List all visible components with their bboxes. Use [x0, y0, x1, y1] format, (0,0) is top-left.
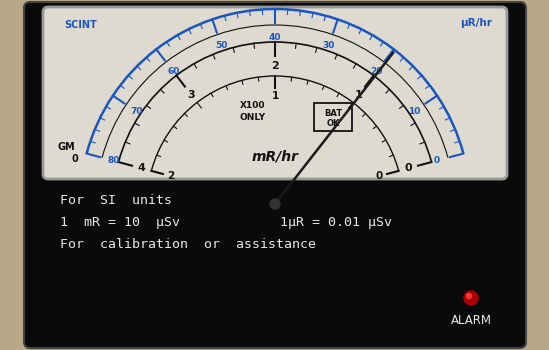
FancyBboxPatch shape: [43, 7, 507, 179]
Text: 80: 80: [108, 156, 120, 165]
Text: 60: 60: [167, 67, 180, 76]
Text: mR/hr: mR/hr: [251, 150, 299, 164]
Text: X100: X100: [240, 102, 266, 111]
Text: 3: 3: [187, 90, 195, 99]
Circle shape: [270, 199, 280, 209]
Circle shape: [467, 294, 472, 299]
Text: ONLY: ONLY: [240, 113, 266, 122]
Text: BAT: BAT: [324, 108, 342, 118]
Text: 1  mR = 10  μSv: 1 mR = 10 μSv: [60, 216, 180, 229]
Text: 10: 10: [408, 107, 420, 116]
Text: 0: 0: [376, 171, 383, 181]
Text: 0: 0: [433, 156, 439, 165]
FancyBboxPatch shape: [24, 2, 526, 348]
Circle shape: [464, 291, 478, 305]
Text: 1μR = 0.01 μSv: 1μR = 0.01 μSv: [280, 216, 392, 229]
Text: 20: 20: [371, 67, 383, 76]
Text: 1: 1: [355, 90, 363, 99]
Text: SCINT: SCINT: [64, 20, 97, 30]
Text: 4: 4: [138, 163, 145, 173]
Text: 2: 2: [167, 171, 174, 181]
Text: ALARM: ALARM: [451, 314, 491, 327]
Text: 1: 1: [271, 91, 279, 101]
Text: For  calibration  or  assistance: For calibration or assistance: [60, 238, 316, 251]
Text: GM: GM: [58, 142, 76, 152]
Text: For  SI  units: For SI units: [60, 194, 172, 207]
Text: 50: 50: [215, 41, 227, 50]
Text: 0: 0: [405, 163, 412, 173]
Text: 0: 0: [72, 154, 79, 164]
Text: 2: 2: [271, 61, 279, 71]
Text: 70: 70: [130, 107, 142, 116]
Text: OK: OK: [326, 119, 340, 127]
Text: μR/hr: μR/hr: [460, 18, 492, 28]
Text: 40: 40: [269, 33, 281, 42]
Text: 30: 30: [322, 41, 335, 50]
